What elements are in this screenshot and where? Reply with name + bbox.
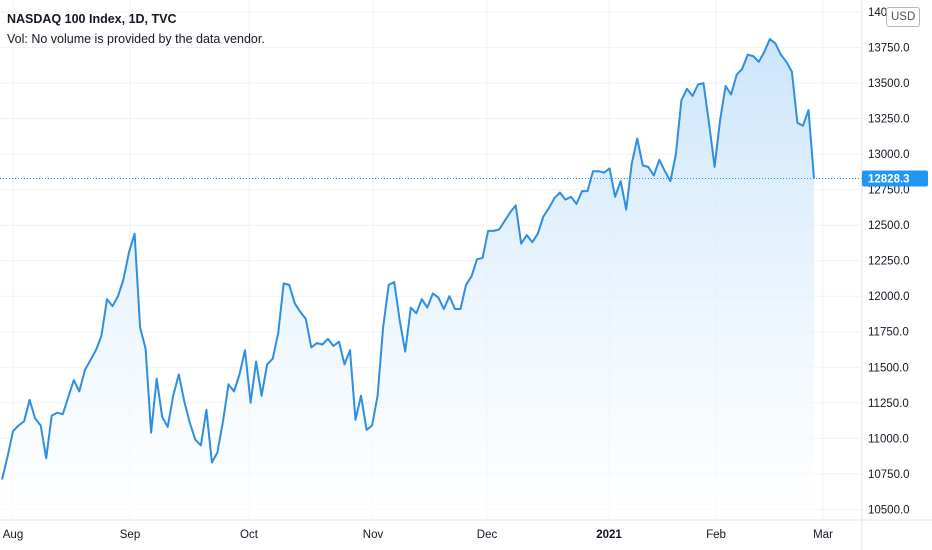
x-tick-label: Dec (477, 529, 498, 541)
y-tick-label: 13500.0 (868, 78, 910, 90)
x-tick-label: Aug (3, 529, 23, 541)
series-area (2, 39, 814, 520)
y-tick-label: 12500.0 (868, 220, 910, 232)
series-line (1, 38, 815, 480)
x-tick-label: Mar (813, 529, 833, 541)
x-tick-label: Nov (363, 529, 384, 541)
y-tick-label: 13250.0 (868, 114, 910, 126)
y-tick-label: 11750.0 (868, 327, 909, 339)
x-tick-label: Sep (120, 529, 140, 541)
time-axis[interactable]: Aug Sep Oct Nov Dec 2021 Feb Mar (3, 529, 833, 541)
y-tick-label: 12000.0 (868, 291, 910, 303)
x-tick-label: 2021 (596, 529, 622, 541)
x-tick-label: Feb (706, 529, 726, 541)
last-price-label: 12828.3 (868, 174, 910, 186)
y-tick-label: 12750.0 (868, 185, 910, 197)
volume-note: Vol: No volume is provided by the data v… (7, 32, 265, 46)
y-tick-label: 12250.0 (868, 256, 910, 268)
x-tick-label: Oct (240, 529, 259, 541)
y-tick-label: 13750.0 (868, 43, 910, 55)
legend: NASDAQ 100 Index, 1D, TVC Vol: No volume… (7, 9, 265, 49)
y-tick-label: 11000.0 (868, 433, 909, 445)
currency-button[interactable]: USD (886, 7, 921, 27)
y-tick-label: 10500.0 (868, 504, 910, 516)
y-tick-label: 11500.0 (868, 362, 909, 374)
y-tick-label: 11250.0 (868, 398, 909, 410)
y-tick-label: 10750.0 (868, 469, 910, 481)
symbol-title[interactable]: NASDAQ 100 Index, 1D, TVC (7, 12, 177, 26)
price-axis[interactable]: 10500.0 10750.0 11000.0 11250.0 11500.0 11750… (868, 7, 910, 516)
last-price-badge: 12828.3 (862, 170, 928, 187)
y-tick-label: 13000.0 (868, 149, 910, 161)
